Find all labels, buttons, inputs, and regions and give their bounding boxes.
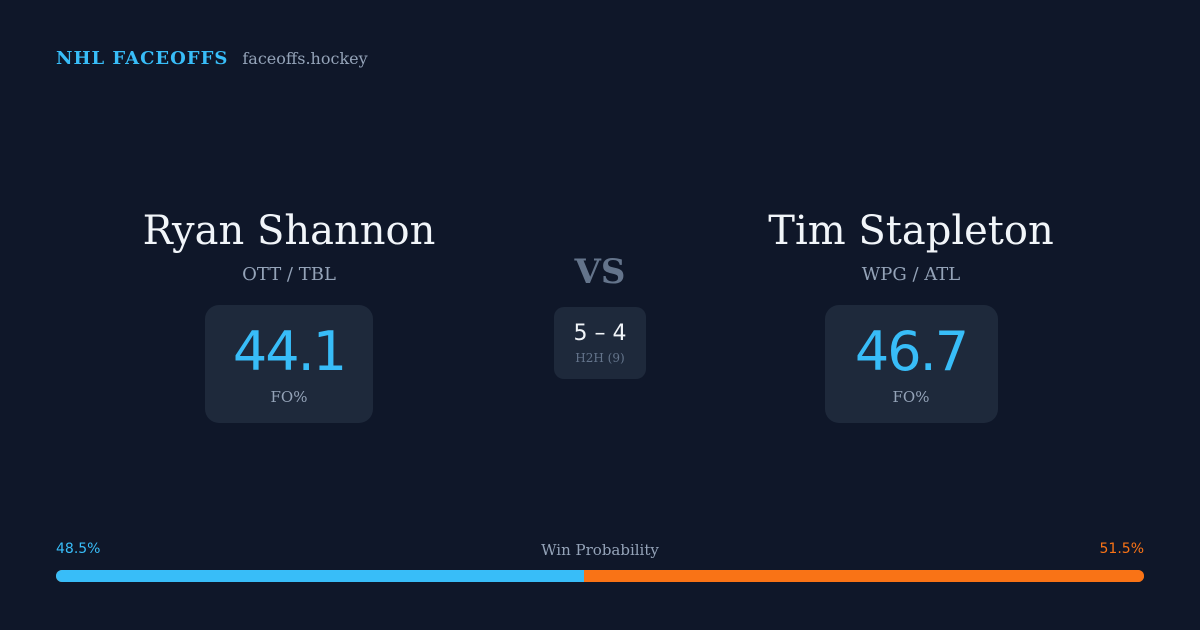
win-probability-left: 48.5% — [56, 541, 101, 557]
player-left-teams: OTT / TBL — [242, 264, 336, 285]
player-left-fo-label: FO% — [270, 388, 308, 406]
win-probability-bar-left — [56, 570, 584, 582]
player-left: Ryan Shannon OTT / TBL 44.1 FO% — [49, 205, 529, 423]
win-probability-bar-right — [583, 570, 1144, 582]
brand-site: faceoffs.hockey — [242, 49, 368, 68]
player-right-name: Tim Stapleton — [768, 208, 1054, 254]
player-right-teams: WPG / ATL — [861, 264, 961, 285]
player-left-fo-value: 44.1 — [232, 320, 347, 383]
win-probability-bar — [56, 570, 1144, 582]
player-left-fo-card: 44.1 FO% — [205, 305, 373, 423]
versus-label: VS — [574, 252, 626, 292]
h2h-score: 5 – 4 — [573, 321, 627, 346]
win-probability-right: 51.5% — [1099, 541, 1144, 557]
h2h-label: H2H (9) — [575, 351, 625, 365]
player-right: Tim Stapleton WPG / ATL 46.7 FO% — [671, 205, 1151, 423]
player-right-fo-label: FO% — [892, 388, 930, 406]
brand-header: NHL FACEOFFS faceoffs.hockey — [56, 48, 368, 69]
head-to-head-card: 5 – 4 H2H (9) — [554, 307, 646, 379]
player-right-fo-card: 46.7 FO% — [824, 305, 998, 423]
player-right-fo-value: 46.7 — [854, 320, 969, 383]
win-probability-title: Win Probability — [541, 541, 659, 559]
player-left-name: Ryan Shannon — [142, 208, 436, 254]
win-probability-labels: 48.5% Win Probability 51.5% — [56, 541, 1144, 563]
brand-name: NHL FACEOFFS — [56, 48, 229, 69]
